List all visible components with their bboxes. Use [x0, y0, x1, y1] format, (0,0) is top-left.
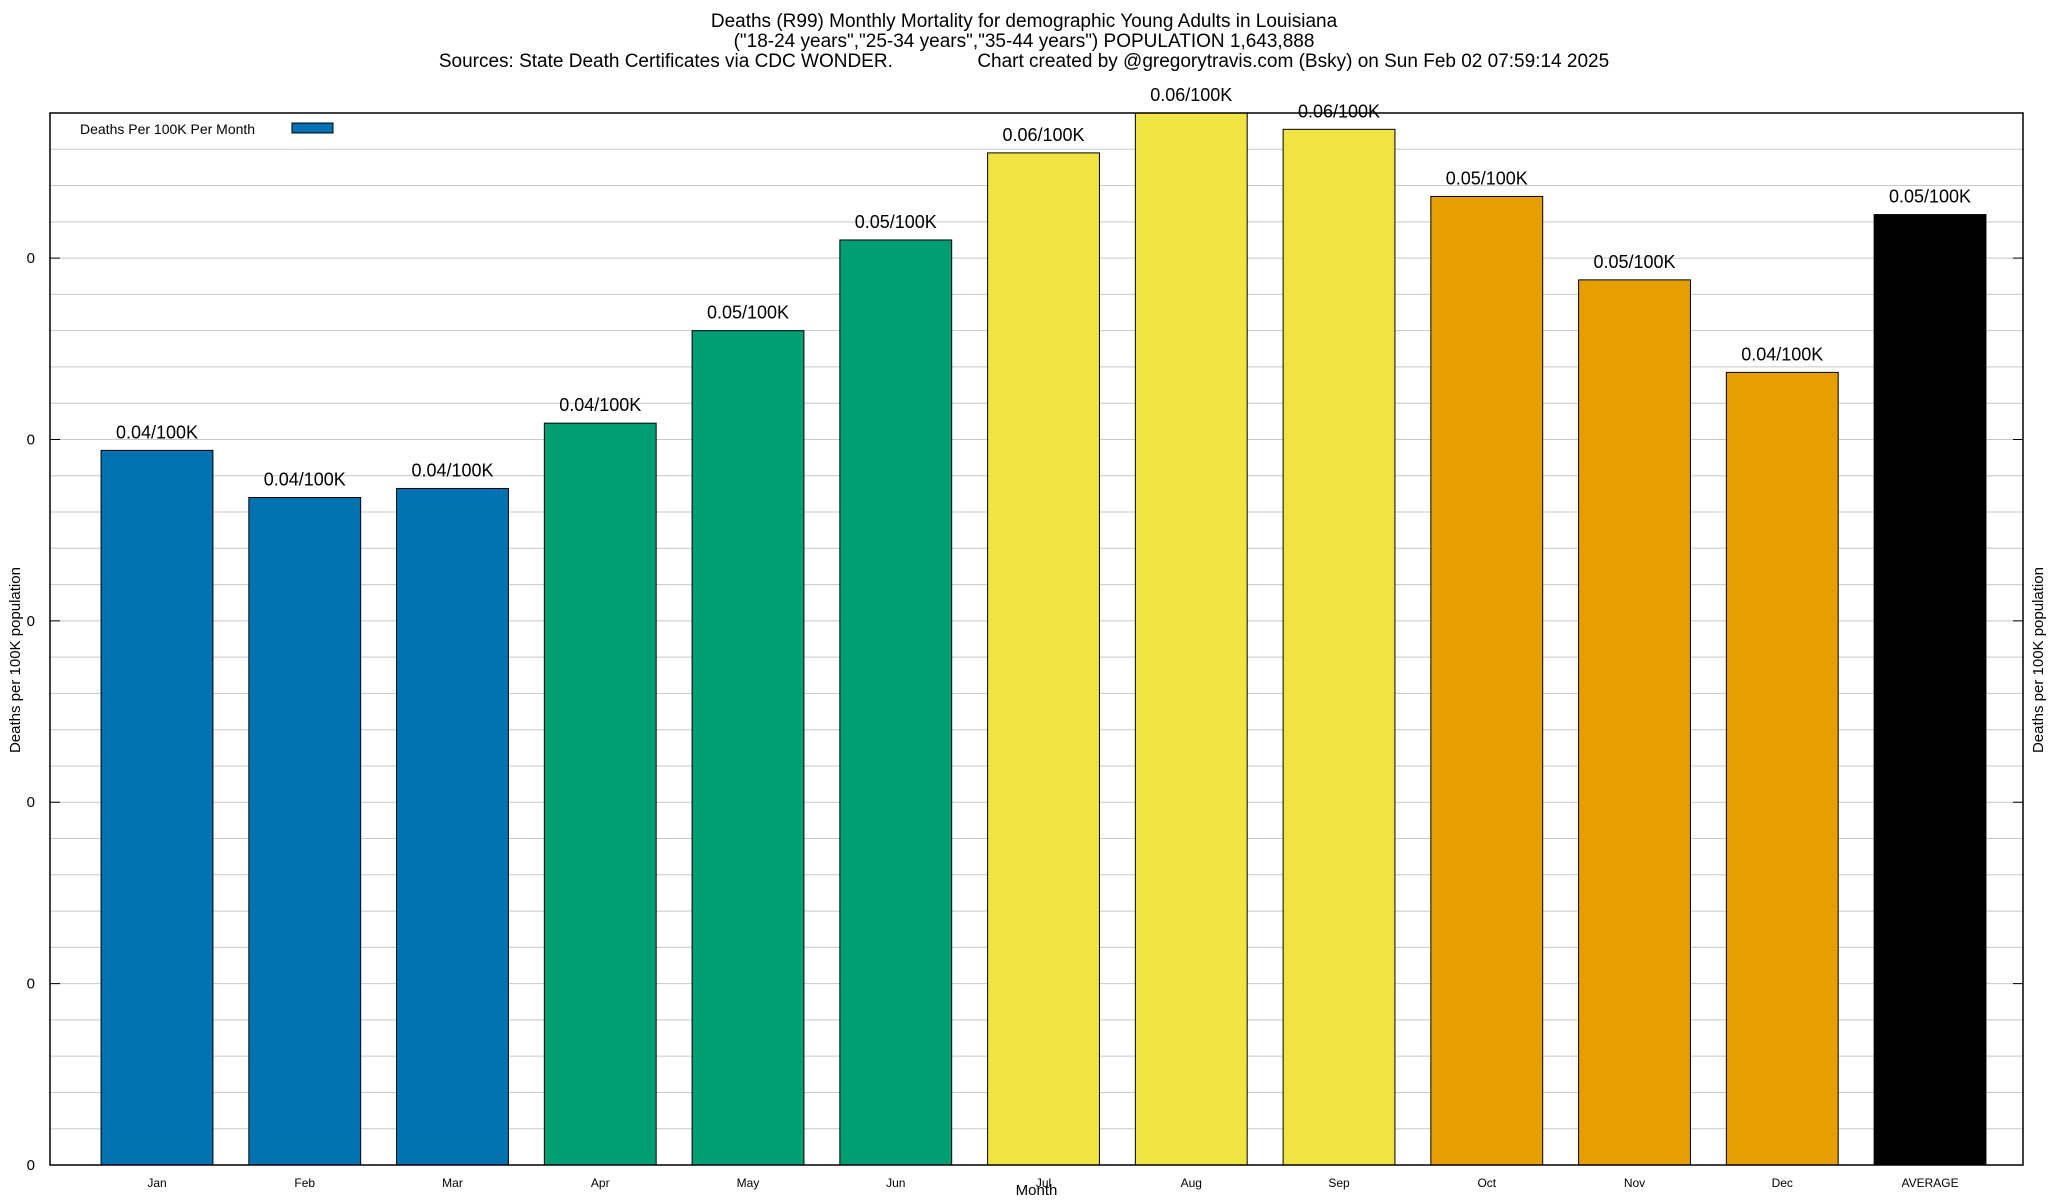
- bar-dec: [1725, 371, 1839, 1166]
- data-label: 0.05/100K: [707, 303, 789, 323]
- x-tick-label: Jan: [147, 1176, 166, 1190]
- bar-mar: [396, 487, 509, 1166]
- chart-subtitle: ("18-24 years","25-34 years","35-44 year…: [733, 31, 1315, 52]
- y-tick-label: 0: [27, 250, 35, 267]
- bars: 0.04/100K Jan 0.04/100K Feb 0.04/100K Mar 0.04…: [100, 85, 1987, 1190]
- data-label: 0.05/100K: [1593, 252, 1675, 272]
- legend-swatch: [291, 122, 334, 134]
- data-label: 0.06/100K: [1002, 125, 1084, 145]
- legend-label: Deaths Per 100K Per Month: [80, 121, 255, 137]
- x-tick-label: Aug: [1181, 1176, 1202, 1190]
- x-tick-label: Nov: [1624, 1176, 1645, 1190]
- bar-aug: [1134, 112, 1248, 1166]
- data-label: 0.06/100K: [1150, 85, 1232, 105]
- y2-axis-label: Deaths per 100K population: [2030, 567, 2047, 753]
- data-label: 0.05/100K: [1446, 168, 1528, 188]
- x-tick-label: Feb: [294, 1176, 315, 1190]
- x-tick-label: Oct: [1477, 1176, 1496, 1190]
- x-tick-label: Jul: [1036, 1176, 1051, 1190]
- data-label: 0.05/100K: [1889, 187, 1971, 207]
- bar-feb: [248, 497, 362, 1166]
- y-tick-label: 0: [27, 613, 35, 630]
- data-label: 0.04/100K: [264, 470, 346, 490]
- x-tick-label: May: [737, 1176, 760, 1190]
- bar-may: [691, 330, 805, 1166]
- data-label: 0.05/100K: [855, 212, 937, 232]
- y-tick-label: 0: [27, 794, 35, 811]
- y-axis-label: Deaths per 100K population: [7, 567, 24, 753]
- data-label: 0.04/100K: [1741, 344, 1823, 364]
- x-tick-label: Dec: [1772, 1176, 1793, 1190]
- x-tick-label: Jun: [886, 1176, 905, 1190]
- chart-title: Deaths (R99) Monthly Mortality for demog…: [710, 11, 1338, 32]
- data-label: 0.06/100K: [1298, 101, 1380, 121]
- bar-nov: [1578, 279, 1691, 1166]
- data-label: 0.04/100K: [411, 460, 493, 480]
- bar-apr: [543, 422, 657, 1166]
- y-tick-label: 0: [27, 976, 35, 993]
- bar-sep: [1282, 128, 1396, 1166]
- bar-jun: [839, 239, 953, 1166]
- x-tick-label: Mar: [442, 1176, 463, 1190]
- data-label: 0.04/100K: [116, 422, 198, 442]
- x-axis-label: Month: [1016, 1182, 1058, 1199]
- chart-source-line: Sources: State Death Certificates via CD…: [438, 51, 1610, 72]
- data-label: 0.04/100K: [559, 395, 641, 415]
- bar-average: [1873, 214, 1987, 1166]
- bar-oct: [1430, 195, 1544, 1166]
- plot-frame: [49, 112, 2024, 1166]
- x-tick-label: Sep: [1328, 1176, 1350, 1190]
- bar-jul: [987, 152, 1100, 1166]
- x-tick-label: AVERAGE: [1901, 1176, 1958, 1190]
- y-tick-label: 0: [27, 431, 35, 448]
- bar-jan: [100, 449, 214, 1166]
- chart-title-block: Deaths (R99) Monthly Mortality for demog…: [0, 12, 2048, 72]
- y-axis-ticks: 0 0 0 0 0 0: [27, 250, 2023, 1174]
- y-tick-label: 0: [27, 1157, 35, 1174]
- x-tick-label: Apr: [591, 1176, 610, 1190]
- legend: Deaths Per 100K Per Month: [80, 121, 334, 137]
